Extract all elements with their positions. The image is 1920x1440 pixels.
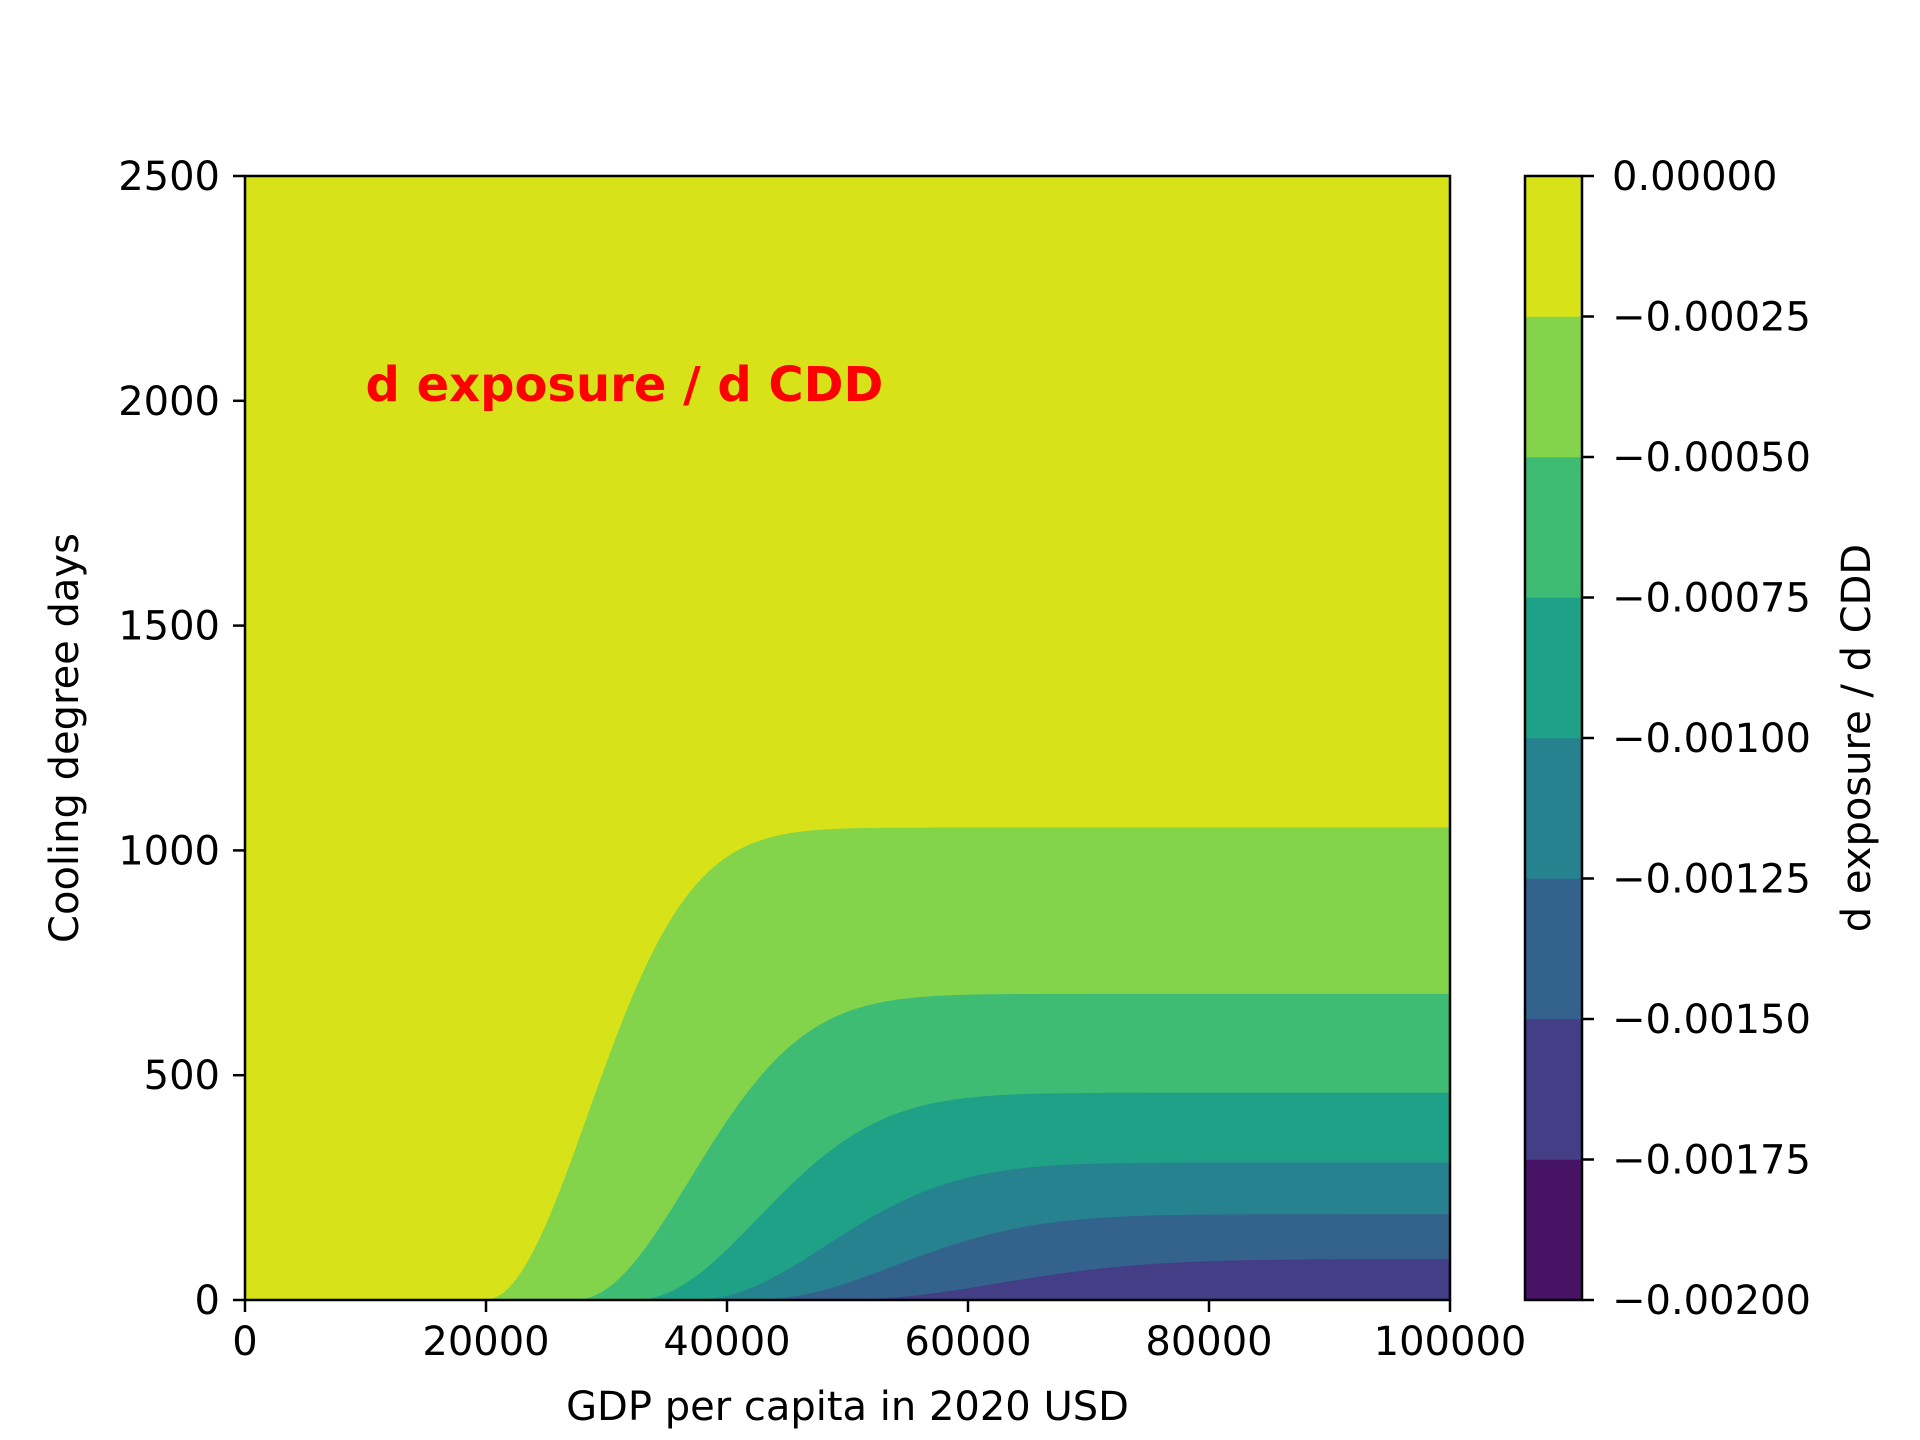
contour-band [847, 1259, 1451, 1301]
colorbar-swatch [1524, 1018, 1583, 1160]
colorbar-swatch [1524, 1159, 1583, 1301]
colorbar-tick-label: −0.00100 [1612, 716, 1811, 762]
colorbar-tick-label: −0.00150 [1612, 997, 1811, 1043]
y-tick-label: 2500 [118, 154, 220, 200]
colorbar-tick-label: −0.00025 [1612, 295, 1811, 341]
colorbar-swatch [1524, 456, 1583, 598]
colorbar-swatch [1524, 597, 1583, 739]
colorbar-swatch [1524, 878, 1583, 1020]
y-axis: 0 500 1000 1500 2000 2500 [118, 154, 245, 1324]
x-axis-label: GDP per capita in 2020 USD [566, 1384, 1129, 1430]
contour-fills [245, 176, 1451, 1301]
y-tick-label: 1500 [118, 604, 220, 650]
y-tick-label: 0 [195, 1278, 220, 1324]
colorbar-tick-label: −0.00200 [1612, 1278, 1811, 1324]
x-axis: 0 20000 40000 60000 80000 100000 [232, 1300, 1526, 1365]
x-tick-label: 100000 [1374, 1319, 1527, 1365]
x-tick-label: 40000 [663, 1319, 790, 1365]
x-tick-label: 80000 [1145, 1319, 1272, 1365]
y-tick-label: 2000 [118, 379, 220, 425]
y-tick-label: 500 [144, 1053, 220, 1099]
plot-frame [243, 174, 1452, 1302]
y-tick-label: 1000 [118, 828, 220, 874]
colorbar-label: d exposure / d CDD [1834, 544, 1880, 932]
colorbar-tick-label: −0.00125 [1612, 857, 1811, 903]
x-tick-label: 0 [232, 1319, 257, 1365]
colorbar-tick-label: 0.00000 [1612, 154, 1777, 200]
colorbar-tick-label: −0.00050 [1612, 435, 1811, 481]
x-tick-label: 60000 [904, 1319, 1031, 1365]
colorbar-swatch [1524, 737, 1583, 879]
chart-annotation: d exposure / d CDD [366, 357, 884, 413]
colorbar-tick-label: −0.00175 [1612, 1138, 1811, 1184]
y-axis-label: Cooling degree days [42, 533, 88, 943]
colorbar: −0.00200 −0.00175 −0.00150 −0.00125 −0.00100… [1523, 154, 1811, 1324]
colorbar-swatch [1524, 316, 1583, 458]
colorbar-swatch [1524, 175, 1583, 317]
x-tick-label: 20000 [422, 1319, 549, 1365]
colorbar-tick-label: −0.00075 [1612, 576, 1811, 622]
